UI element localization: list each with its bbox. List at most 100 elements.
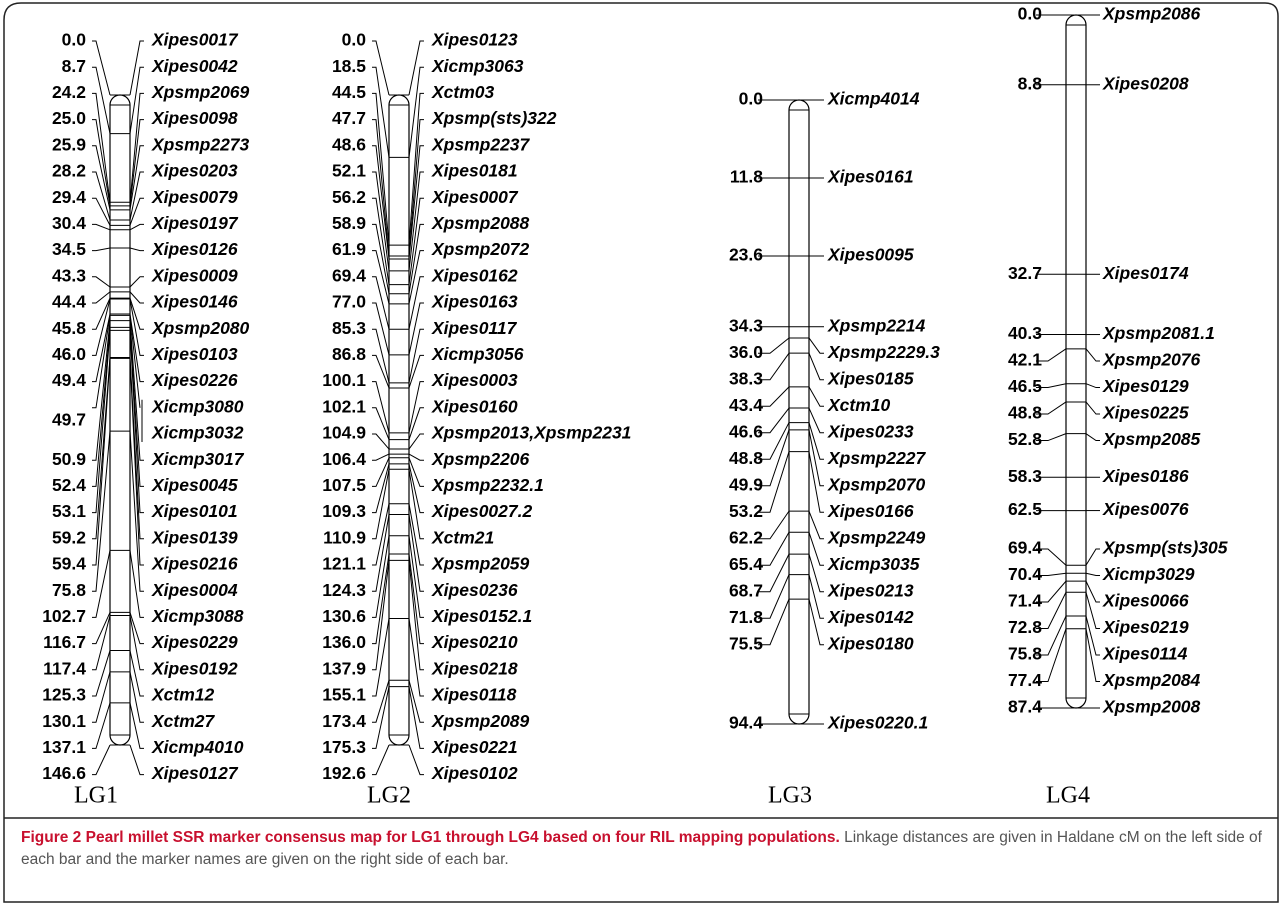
marker-position: 48.8 — [729, 448, 763, 468]
marker-name: Xipes0098 — [151, 108, 238, 128]
marker-name: Xipes0203 — [151, 161, 238, 181]
marker-name: Xpsmp2229.3 — [827, 342, 940, 362]
marker-position: 46.0 — [52, 344, 86, 364]
marker-connector — [129, 197, 144, 226]
marker-connector — [408, 680, 424, 723]
marker-name: Xipes0004 — [151, 580, 238, 600]
position-connector — [92, 92, 111, 203]
marker-name: Xpsmp(sts)305 — [1102, 538, 1228, 558]
marker-name: Xicmp3029 — [1102, 564, 1195, 584]
position-connector — [1036, 628, 1067, 682]
marker-name: Xipes0213 — [827, 580, 914, 600]
marker-name: Xipes0017 — [151, 30, 239, 50]
marker-name: Xipes0174 — [1102, 263, 1189, 283]
marker-position: 8.8 — [1018, 73, 1043, 93]
marker-connector — [1085, 548, 1100, 566]
marker-connector — [408, 354, 424, 389]
marker-connector — [408, 197, 424, 285]
position-connector — [92, 358, 111, 566]
position-connector — [372, 433, 390, 450]
figure-title: Pearl millet SSR marker consensus map fo… — [85, 829, 840, 846]
marker-connector — [129, 297, 144, 330]
position-connector — [758, 429, 790, 487]
position-connector — [758, 337, 790, 354]
marker-position: 175.3 — [322, 737, 366, 757]
marker-position: 85.3 — [332, 318, 366, 338]
marker-connector — [129, 612, 144, 645]
marker-position: 32.7 — [1008, 263, 1042, 283]
marker-position: 77.4 — [1008, 670, 1042, 690]
marker-connector — [129, 744, 144, 776]
position-connector — [372, 92, 390, 246]
marker-position: 146.6 — [42, 763, 86, 783]
marker-connector — [408, 433, 424, 450]
marker-connector — [129, 92, 144, 203]
marker-name: Xpsmp2081.1 — [1102, 323, 1215, 343]
marker-connector — [408, 145, 424, 260]
position-connector — [372, 328, 390, 383]
marker-connector — [808, 510, 824, 540]
marker-position: 34.3 — [729, 315, 763, 335]
marker-position: 61.9 — [332, 239, 366, 259]
marker-connector — [129, 298, 144, 356]
position-connector — [1036, 615, 1067, 656]
marker-name: Xctm03 — [431, 82, 495, 102]
position-connector — [758, 574, 790, 619]
marker-position: 47.7 — [332, 108, 366, 128]
marker-position: 125.3 — [42, 685, 86, 705]
marker-name: Xipes0042 — [151, 56, 238, 76]
marker-name: Xpsmp2072 — [431, 239, 530, 259]
marker-connector — [808, 386, 824, 407]
marker-connector — [129, 650, 144, 697]
marker-position: 46.6 — [729, 421, 763, 441]
marker-name: Xipes0103 — [151, 344, 238, 364]
position-connector — [92, 298, 111, 356]
position-connector — [372, 354, 390, 389]
marker-position: 48.8 — [1008, 403, 1042, 423]
marker-position: 137.9 — [322, 658, 366, 678]
marker-position: 50.9 — [52, 449, 86, 469]
marker-connector — [129, 119, 144, 206]
position-connector — [92, 247, 111, 252]
marker-position: 71.8 — [729, 607, 763, 627]
marker-name: Xpsmp2059 — [431, 554, 530, 574]
marker-name: Xpsmp2249 — [827, 527, 926, 547]
marker-name: Xctm27 — [151, 711, 216, 731]
marker-position: 24.2 — [52, 82, 86, 102]
position-connector — [92, 330, 111, 514]
marker-position: 25.0 — [52, 108, 86, 128]
marker-position: 116.7 — [43, 632, 86, 652]
marker-connector — [1085, 348, 1100, 362]
marker-position: 65.4 — [729, 554, 763, 574]
position-connector — [372, 66, 390, 158]
marker-connector — [1085, 615, 1100, 656]
marker-connector — [408, 457, 424, 487]
marker-name: Xipes0180 — [827, 633, 914, 653]
marker-position: 62.5 — [1008, 499, 1042, 519]
marker-position: 0.0 — [739, 89, 764, 109]
marker-connector — [408, 744, 424, 776]
position-connector — [92, 145, 111, 210]
position-connector — [758, 451, 790, 513]
position-connector — [372, 302, 390, 355]
marker-connector — [1085, 628, 1100, 682]
marker-connector — [808, 532, 824, 566]
marker-position: 11.8 — [730, 167, 763, 187]
marker-name: Xipes0114 — [1102, 644, 1188, 664]
marker-position: 104.9 — [322, 423, 366, 443]
position-connector — [372, 560, 390, 671]
marker-name: Xicmp4010 — [151, 737, 244, 757]
marker-connector — [408, 463, 424, 514]
marker-name: Xipes0123 — [431, 30, 518, 50]
marker-name: Xpsmp2069 — [151, 82, 250, 102]
marker-connector — [408, 535, 424, 618]
marker-position: 49.9 — [729, 474, 763, 494]
marker-position: 40.3 — [1008, 323, 1042, 343]
marker-name: Xpsmp2085 — [1102, 429, 1201, 449]
marker-connector — [408, 381, 424, 433]
position-connector — [92, 702, 111, 749]
marker-position: 25.9 — [52, 134, 86, 154]
position-connector — [758, 598, 790, 646]
